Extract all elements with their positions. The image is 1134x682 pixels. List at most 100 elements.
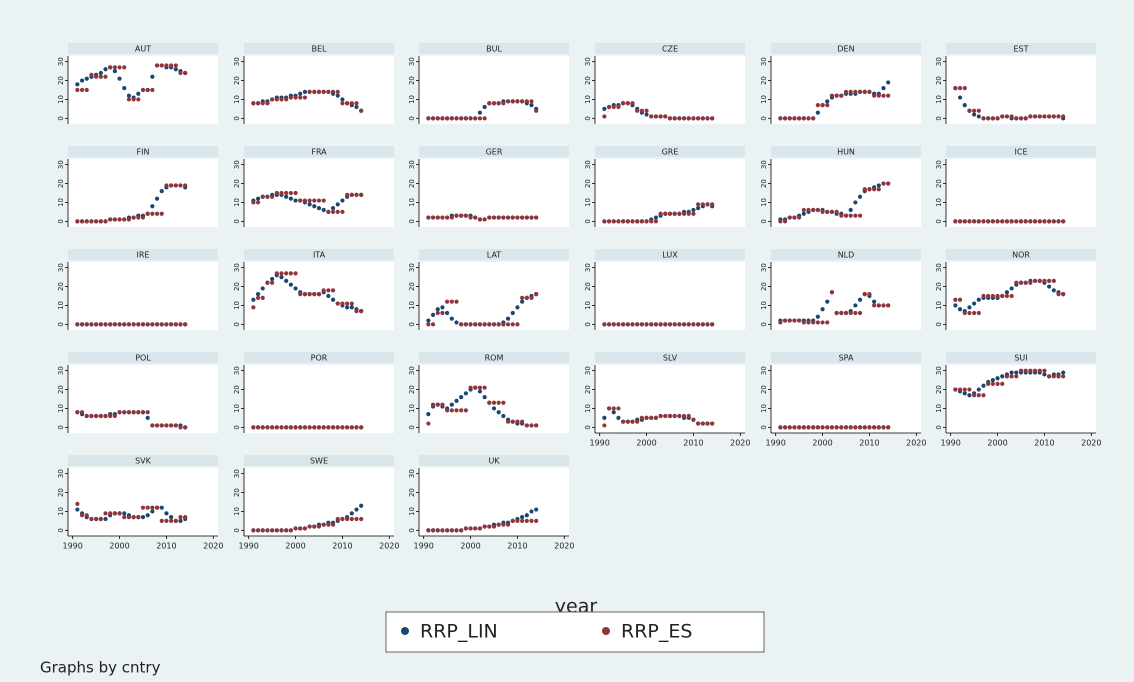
point bbox=[482, 217, 487, 222]
point bbox=[89, 516, 94, 522]
point bbox=[312, 204, 317, 209]
y-tick-label: 30 bbox=[57, 366, 65, 375]
point bbox=[853, 213, 858, 218]
point bbox=[122, 86, 127, 91]
point bbox=[649, 219, 654, 224]
plot-area bbox=[771, 262, 921, 330]
y-tick-label: 10 bbox=[233, 301, 241, 310]
point bbox=[787, 215, 792, 220]
point bbox=[1000, 374, 1005, 379]
point bbox=[962, 86, 967, 91]
point bbox=[349, 511, 354, 516]
point bbox=[293, 190, 298, 196]
point bbox=[340, 301, 345, 306]
point bbox=[990, 381, 995, 386]
point bbox=[426, 215, 431, 220]
point bbox=[792, 116, 797, 121]
point bbox=[1023, 116, 1028, 121]
point bbox=[349, 425, 354, 430]
point bbox=[298, 425, 303, 430]
point bbox=[251, 305, 256, 310]
point bbox=[806, 425, 811, 430]
point bbox=[463, 116, 468, 121]
point bbox=[477, 322, 483, 327]
legend-marker bbox=[602, 627, 610, 635]
point bbox=[981, 383, 986, 388]
point bbox=[639, 219, 644, 224]
panel-title: FRA bbox=[311, 148, 327, 157]
point bbox=[843, 89, 849, 94]
point bbox=[473, 116, 478, 121]
point bbox=[990, 293, 995, 299]
point bbox=[335, 301, 340, 306]
point bbox=[534, 215, 539, 220]
point bbox=[857, 425, 863, 430]
point bbox=[288, 425, 293, 430]
panel-title: ICE bbox=[1015, 148, 1028, 157]
point bbox=[164, 322, 169, 327]
point bbox=[435, 215, 440, 220]
point bbox=[1047, 114, 1052, 119]
point bbox=[995, 116, 1000, 121]
point bbox=[288, 190, 293, 196]
point bbox=[815, 314, 820, 319]
point bbox=[630, 101, 635, 106]
point bbox=[616, 219, 621, 224]
y-tick-label: 0 bbox=[57, 425, 65, 429]
y-tick-label: 10 bbox=[233, 198, 241, 207]
point bbox=[131, 215, 136, 220]
point bbox=[284, 194, 289, 199]
point bbox=[834, 425, 839, 430]
point bbox=[159, 322, 164, 327]
point bbox=[639, 108, 644, 113]
plot-area bbox=[946, 365, 1096, 433]
point bbox=[159, 211, 164, 216]
x-tick-label: 2000 bbox=[987, 439, 1007, 448]
y-tick-label: 0 bbox=[57, 528, 65, 532]
point bbox=[1061, 292, 1066, 297]
point bbox=[862, 425, 867, 430]
point bbox=[274, 190, 279, 196]
point bbox=[1009, 286, 1014, 291]
y-tick-label: 30 bbox=[935, 160, 943, 169]
plot-area bbox=[68, 468, 218, 536]
point bbox=[1051, 374, 1056, 379]
point bbox=[972, 112, 977, 117]
point bbox=[94, 413, 99, 419]
point bbox=[340, 97, 345, 102]
point bbox=[886, 181, 891, 186]
point bbox=[326, 209, 331, 214]
point bbox=[967, 387, 972, 392]
point bbox=[477, 217, 483, 222]
point bbox=[710, 202, 715, 207]
y-tick-label: 20 bbox=[57, 76, 65, 85]
point bbox=[1051, 288, 1056, 293]
point bbox=[686, 322, 691, 327]
point bbox=[1004, 290, 1010, 295]
point bbox=[611, 406, 616, 411]
point bbox=[440, 215, 445, 220]
point bbox=[459, 528, 464, 533]
y-tick-label: 20 bbox=[408, 385, 416, 394]
point bbox=[1018, 219, 1024, 224]
y-tick-label: 10 bbox=[57, 95, 65, 104]
x-tick-label: 2000 bbox=[109, 542, 129, 551]
y-tick-label: 10 bbox=[408, 301, 416, 310]
point bbox=[169, 63, 174, 68]
point bbox=[995, 381, 1000, 386]
point bbox=[79, 513, 85, 518]
point bbox=[354, 425, 359, 430]
panel-header bbox=[244, 146, 394, 157]
point bbox=[1061, 374, 1066, 379]
point bbox=[1014, 370, 1019, 375]
point bbox=[867, 187, 872, 192]
y-tick-label: 20 bbox=[408, 179, 416, 188]
point bbox=[164, 183, 169, 188]
point bbox=[430, 215, 436, 220]
point bbox=[876, 303, 881, 308]
point bbox=[279, 97, 284, 102]
point bbox=[1014, 116, 1019, 121]
x-tick-label: 1990 bbox=[63, 542, 83, 551]
point bbox=[345, 101, 350, 106]
point bbox=[178, 70, 183, 76]
